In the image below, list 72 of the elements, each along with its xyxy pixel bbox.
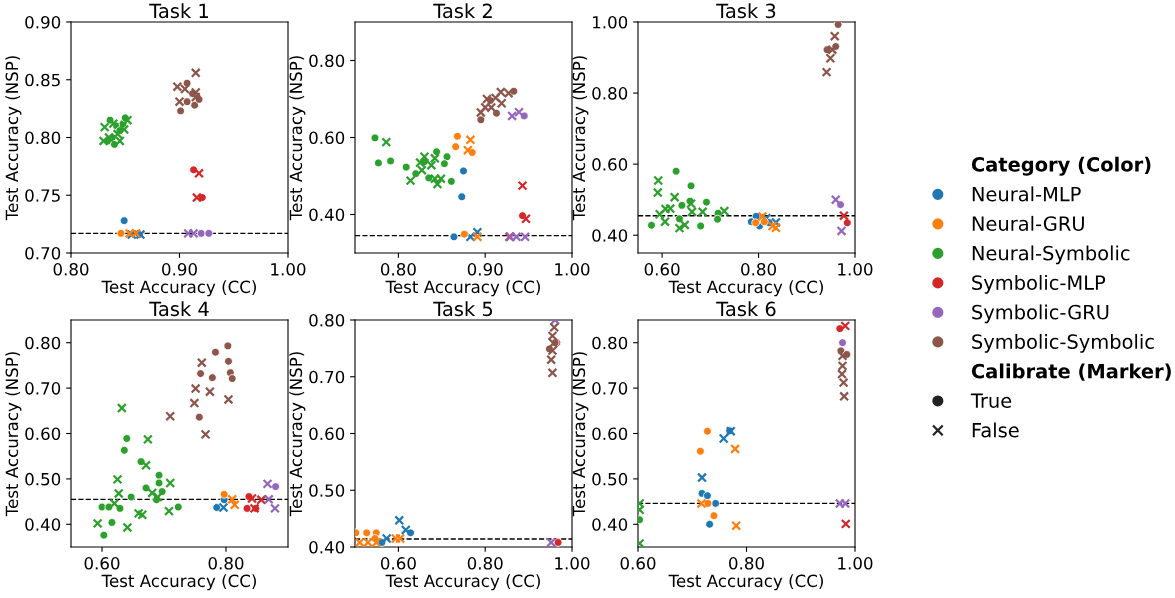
- x-tick-label: 0.60: [620, 557, 656, 570]
- x-tick-label: 0.80: [467, 557, 503, 570]
- y-axis-title: Test Accuracy (NSP): [572, 56, 589, 221]
- x-tick-label: 0.80: [53, 263, 89, 276]
- y-tick-label: 0.80: [25, 131, 61, 145]
- y-tick-label: 0.70: [25, 382, 61, 395]
- y-tick-label: 0.80: [25, 336, 61, 350]
- y-axis-title: Test Accuracy (NSP): [289, 352, 306, 517]
- x-axis-title: Test Accuracy (CC): [101, 280, 256, 297]
- legend-label: Symbolic-GRU: [972, 304, 1109, 324]
- legend-label: Neural-Symbolic: [972, 245, 1130, 265]
- y-tick-label: 0.60: [309, 427, 345, 441]
- x-tick-label: 1.00: [838, 557, 873, 570]
- y-tick-label: 0.40: [25, 518, 61, 531]
- y-tick-label: 0.50: [25, 472, 61, 486]
- legend-label: Neural-MLP: [972, 186, 1081, 202]
- x-tick-label: 0.60: [84, 557, 120, 570]
- x-tick-label: 0.60: [380, 557, 416, 570]
- y-tick-label: 0.80: [309, 54, 345, 68]
- x-tick-label: 1.00: [555, 263, 590, 276]
- chart-title: Task 1: [149, 3, 208, 19]
- y-tick-label: 0.75: [25, 189, 60, 202]
- y-tick-label: 0.70: [592, 382, 628, 395]
- legend-title: Category (Color): [971, 156, 1151, 176]
- y-tick-label: 0.50: [592, 472, 628, 486]
- y-tick-label: 0.80: [309, 313, 345, 327]
- text: False: [972, 422, 1019, 438]
- x-tick-label: 1.00: [555, 557, 590, 570]
- x-tick-label: 0.80: [729, 557, 764, 570]
- y-axis-title: Test Accuracy (NSP): [5, 352, 22, 517]
- y-tick-label: 0.80: [592, 87, 628, 100]
- y-axis-title: Test Accuracy (NSP): [5, 56, 22, 221]
- y-tick-label: 1.00: [593, 15, 628, 29]
- x-tick-label: 0.80: [208, 557, 244, 570]
- x-tick-label: 0.90: [162, 263, 197, 276]
- x-tick-label: 0.60: [644, 263, 680, 276]
- y-tick-label: 0.70: [25, 246, 61, 260]
- legend-label: Neural-GRU: [972, 215, 1084, 231]
- x-axis-title: Test Accuracy (CC): [668, 574, 823, 591]
- legend-label: Symbolic-MLP: [972, 274, 1106, 294]
- y-tick-label: 0.40: [309, 540, 345, 554]
- x-tick-label: 1.00: [271, 263, 306, 276]
- y-tick-label: 0.60: [592, 158, 628, 171]
- chart-title: Task 6: [716, 301, 776, 317]
- chart-title: Task 2: [433, 3, 492, 19]
- y-tick-label: 0.60: [592, 427, 628, 441]
- x-tick-label: 1.00: [838, 263, 873, 276]
- y-tick-label: 0.50: [309, 484, 345, 497]
- y-tick-label: 0.70: [309, 370, 345, 384]
- x-axis-title: Test Accuracy (CC): [668, 280, 823, 297]
- x-axis-title: Test Accuracy (CC): [385, 280, 540, 297]
- legend-label: Symbolic-Symbolic: [972, 333, 1154, 353]
- y-tick-label: 0.40: [592, 518, 628, 531]
- y-tick-label: 0.60: [25, 427, 61, 441]
- y-axis-title: Test Accuracy (NSP): [289, 56, 306, 221]
- text: Calibrate (Marker): [971, 363, 1171, 381]
- y-tick-label: 0.90: [25, 15, 61, 29]
- x-tick-label: 0.80: [380, 263, 416, 276]
- x-axis-title: Test Accuracy (CC): [101, 574, 256, 591]
- x-tick-label: 0.80: [741, 263, 776, 276]
- x-axis-title: Test Accuracy (CC): [385, 574, 540, 591]
- chart-title: Task 3: [716, 3, 776, 19]
- x-tick-label: 0.90: [467, 263, 503, 276]
- chart-title: Task 5: [433, 301, 493, 317]
- y-tick-label: 0.80: [592, 336, 628, 350]
- y-tick-label: 0.40: [592, 229, 628, 242]
- y-tick-label: 0.85: [25, 73, 60, 87]
- y-tick-label: 0.40: [309, 208, 345, 222]
- text: True: [970, 393, 1012, 409]
- y-tick-label: 0.60: [309, 131, 345, 145]
- y-axis-title: Test Accuracy (NSP): [572, 352, 589, 517]
- chart-title: Task 4: [149, 301, 209, 317]
